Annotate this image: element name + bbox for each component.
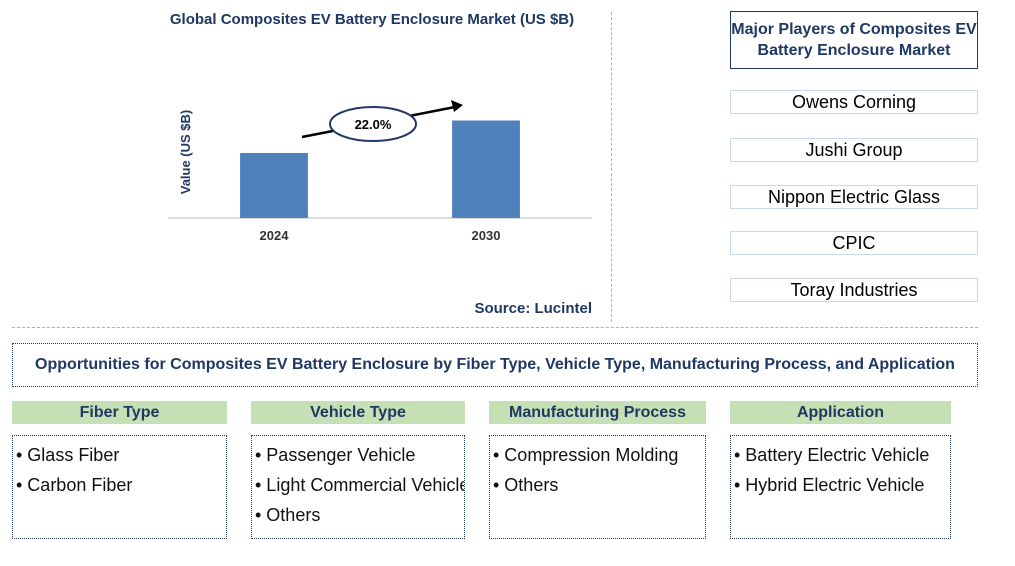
x-tick-label: 2030: [472, 228, 501, 243]
column-header: Fiber Type: [12, 401, 227, 424]
growth-ellipse: [329, 106, 417, 142]
opportunities-title: Opportunities for Composites EV Battery …: [12, 343, 978, 387]
column-item: • Others: [255, 505, 321, 525]
divider: [611, 12, 612, 322]
arrow-head: [451, 100, 463, 112]
player: Toray Industries: [730, 278, 978, 302]
column-header: Application: [730, 401, 951, 424]
player: Nippon Electric Glass: [730, 185, 978, 209]
column-body: • Battery Electric Vehicle • Hybrid Elect…: [730, 435, 951, 539]
player: CPIC: [730, 231, 978, 255]
divider: [12, 327, 978, 328]
bar: [240, 153, 308, 218]
y-axis-label: Value (US $B): [178, 110, 193, 195]
players-title: Major Players of Composites EV Battery E…: [730, 11, 978, 69]
column-item: • Battery Electric Vehicle: [734, 445, 930, 465]
column-body: • Compression Molding • Others: [489, 435, 706, 539]
player: Jushi Group: [730, 138, 978, 162]
column-header: Manufacturing Process: [489, 401, 706, 424]
column-item: • Compression Molding: [493, 445, 679, 465]
chart: Global Composites EV Battery Enclosure M…: [168, 11, 592, 317]
x-tick-label: 2024: [260, 228, 290, 243]
column-item: • Carbon Fiber: [16, 475, 133, 495]
column-header: Vehicle Type: [251, 401, 465, 424]
column-item: • Glass Fiber: [16, 445, 120, 465]
player: Owens Corning: [730, 90, 978, 114]
column-item: • Passenger Vehicle: [255, 445, 416, 465]
chart-title: Global Composites EV Battery Enclosure M…: [170, 11, 574, 28]
column-item: • Light Commercial Vehicle: [255, 475, 465, 495]
growth-label: 22.0%: [355, 117, 392, 132]
column-body: • Glass Fiber • Carbon Fiber: [12, 435, 227, 539]
bar: [452, 120, 520, 218]
column-body: • Passenger Vehicle • Light Commercial Ve…: [251, 435, 465, 539]
column-item: • Hybrid Electric Vehicle: [734, 475, 925, 495]
column-item: • Others: [493, 475, 559, 495]
source: Source: Lucintel: [474, 300, 592, 317]
